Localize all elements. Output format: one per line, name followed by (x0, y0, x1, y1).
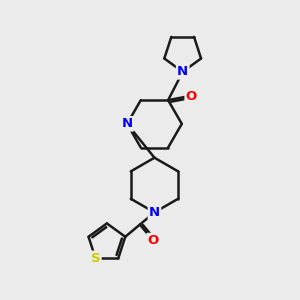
Text: S: S (91, 252, 100, 265)
Text: N: N (122, 117, 133, 130)
Text: O: O (148, 234, 159, 247)
Text: N: N (149, 206, 160, 219)
Text: O: O (186, 90, 197, 103)
Text: N: N (177, 65, 188, 78)
